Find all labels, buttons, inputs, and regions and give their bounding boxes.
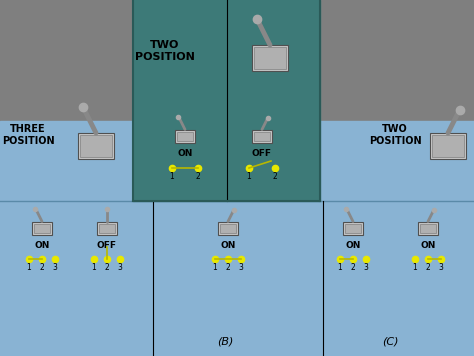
Text: 2: 2 bbox=[273, 172, 277, 181]
Text: 3: 3 bbox=[238, 263, 244, 272]
Bar bbox=[320, 0, 474, 201]
Bar bbox=[0, 0, 133, 201]
Bar bbox=[320, 121, 474, 201]
Text: 3: 3 bbox=[118, 263, 122, 272]
Text: 3: 3 bbox=[364, 263, 368, 272]
Bar bbox=[80, 135, 112, 157]
Text: TWO
POSITION: TWO POSITION bbox=[369, 124, 421, 146]
Text: TWO
POSITION: TWO POSITION bbox=[135, 40, 195, 62]
Text: 2: 2 bbox=[40, 263, 45, 272]
Bar bbox=[177, 131, 193, 141]
Bar bbox=[252, 130, 272, 142]
Bar bbox=[0, 201, 474, 356]
Text: 3: 3 bbox=[53, 263, 57, 272]
Bar bbox=[133, 0, 320, 201]
Text: (B): (B) bbox=[217, 336, 233, 346]
Text: ON: ON bbox=[420, 241, 436, 250]
Text: 1: 1 bbox=[91, 263, 96, 272]
Text: ON: ON bbox=[177, 149, 193, 158]
Text: ON: ON bbox=[346, 241, 361, 250]
Bar bbox=[218, 221, 238, 235]
Text: OFF: OFF bbox=[97, 241, 117, 250]
Text: (C): (C) bbox=[382, 336, 398, 346]
Text: 2: 2 bbox=[426, 263, 430, 272]
Text: 1: 1 bbox=[337, 263, 342, 272]
Text: 1: 1 bbox=[413, 263, 418, 272]
Text: 1: 1 bbox=[213, 263, 218, 272]
Bar bbox=[175, 130, 195, 142]
Text: 2: 2 bbox=[196, 172, 201, 181]
Bar bbox=[345, 224, 361, 232]
Bar bbox=[254, 47, 286, 69]
Bar bbox=[432, 135, 464, 157]
Text: 2: 2 bbox=[105, 263, 109, 272]
Text: 2: 2 bbox=[226, 263, 230, 272]
Bar bbox=[220, 224, 236, 232]
Text: 2: 2 bbox=[351, 263, 356, 272]
Text: OFF: OFF bbox=[252, 149, 272, 158]
Text: THREE
POSITION: THREE POSITION bbox=[2, 124, 55, 146]
Bar bbox=[99, 224, 115, 232]
Bar bbox=[343, 221, 363, 235]
Bar bbox=[78, 133, 114, 159]
Text: 1: 1 bbox=[170, 172, 174, 181]
Bar bbox=[420, 224, 436, 232]
Bar bbox=[32, 221, 52, 235]
Text: ON: ON bbox=[34, 241, 50, 250]
Text: 1: 1 bbox=[27, 263, 31, 272]
Text: 1: 1 bbox=[246, 172, 251, 181]
Bar bbox=[34, 224, 50, 232]
Text: ON: ON bbox=[220, 241, 236, 250]
Bar bbox=[418, 221, 438, 235]
Bar bbox=[430, 133, 466, 159]
Text: 3: 3 bbox=[438, 263, 444, 272]
Bar bbox=[97, 221, 117, 235]
Bar bbox=[254, 131, 270, 141]
Bar bbox=[0, 0, 474, 10]
Bar bbox=[252, 45, 288, 71]
Bar bbox=[0, 121, 133, 201]
